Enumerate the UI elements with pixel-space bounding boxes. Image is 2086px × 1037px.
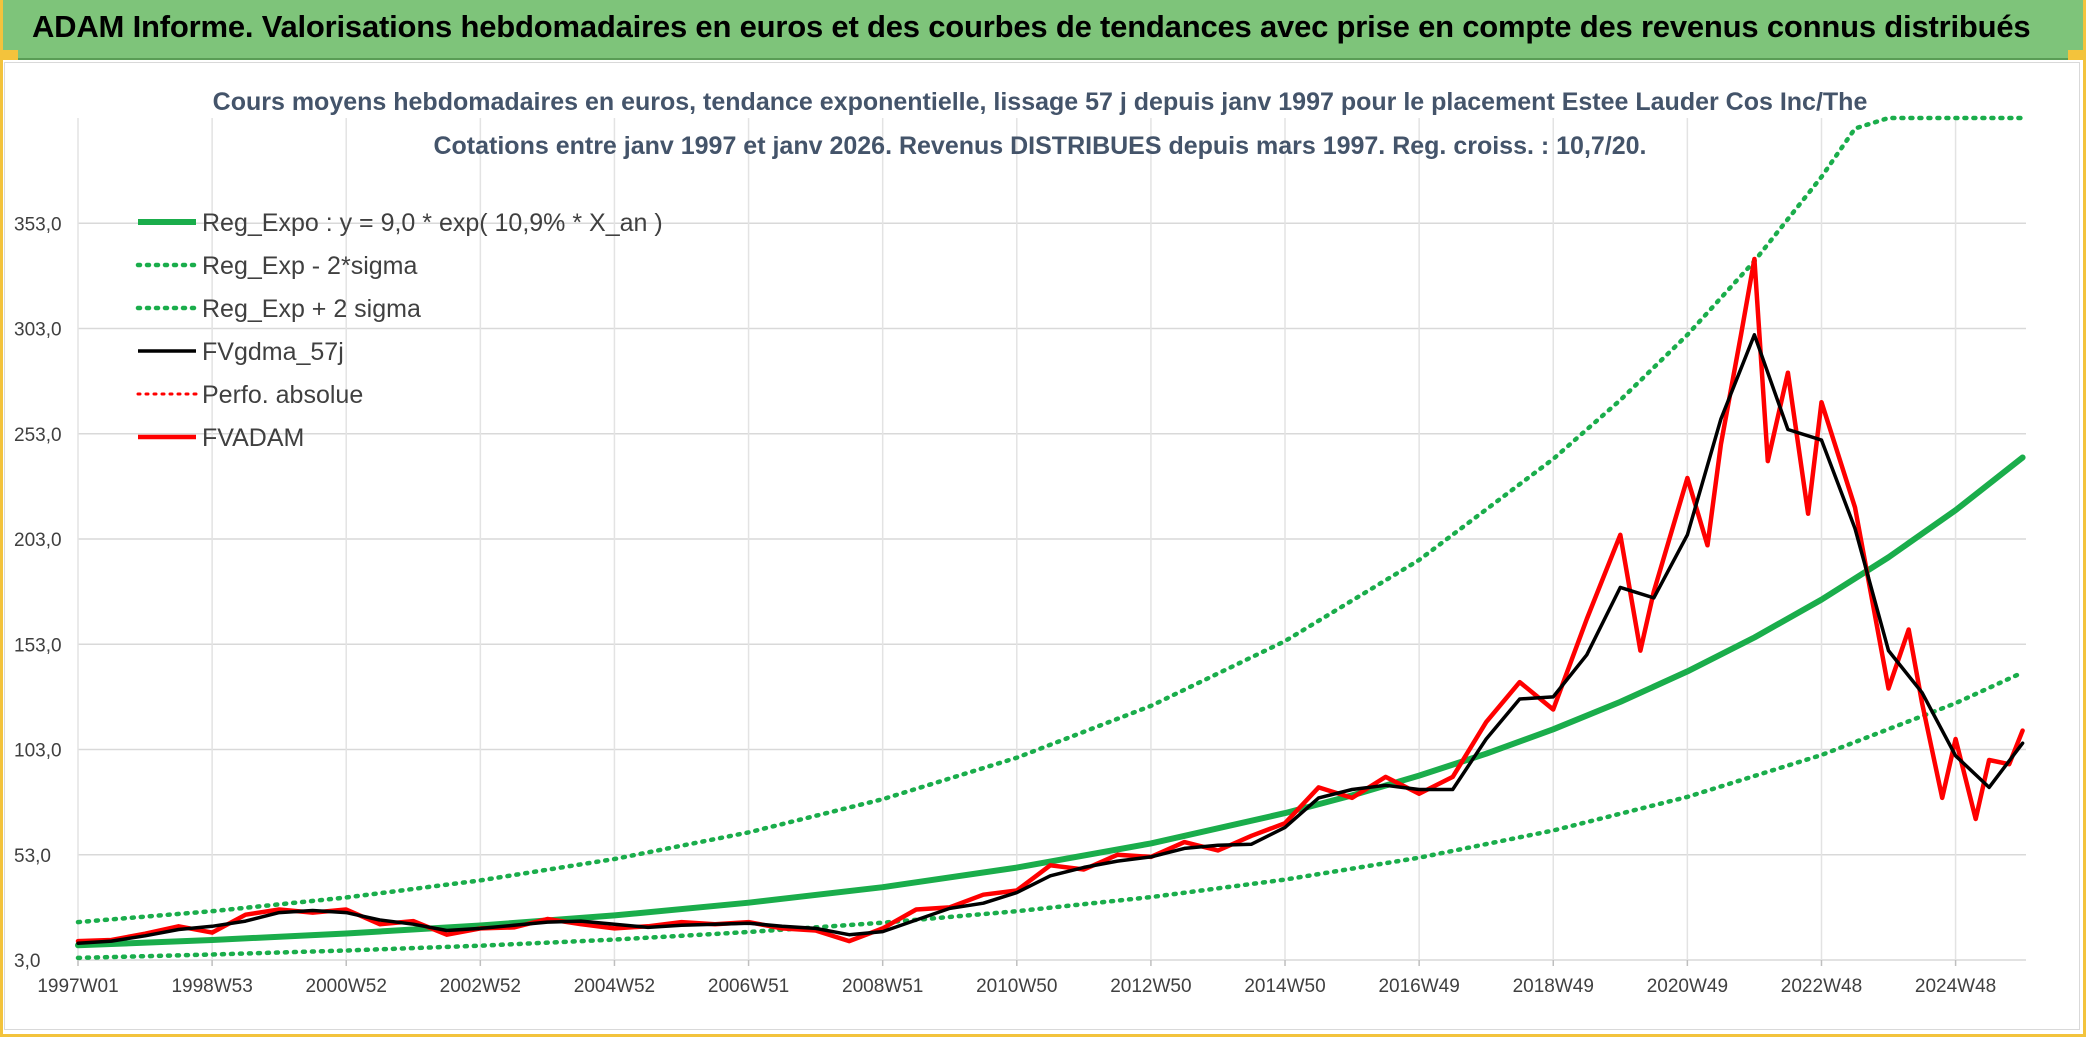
- legend-label-fvadam: FVADAM: [202, 424, 304, 452]
- x-tick-label: 2002W52: [440, 976, 521, 997]
- x-tick-label: 2000W52: [306, 976, 387, 997]
- x-tick-label: 1997W01: [37, 976, 118, 997]
- y-axis-ticks: 3,0 53,0 103,0 153,0 203,0 253,0 303,0 353,0: [14, 214, 62, 972]
- x-tick-label: 2010W50: [976, 976, 1057, 997]
- series-layer: [75, 115, 2026, 961]
- x-tick-label: 2012W50: [1110, 976, 1191, 997]
- x-tick-label: 2008W51: [842, 976, 923, 997]
- legend-label-reg_minus: Reg_Exp - 2*sigma: [202, 252, 417, 280]
- x-tick-label: 2004W52: [574, 976, 655, 997]
- series-line-reg-exp-2-sigma: [75, 115, 2025, 925]
- legend-label-reg_expo: Reg_Expo : y = 9,0 * exp( 10,9% * X_an ): [202, 209, 663, 237]
- x-tick-label: 2006W51: [708, 976, 789, 997]
- x-tick-label: 2020W49: [1647, 976, 1728, 997]
- y-tick-label: 3,0: [14, 951, 40, 972]
- x-tick-label: 2024W48: [1915, 976, 1996, 997]
- page-title: ADAM Informe. Valorisations hebdomadaire…: [32, 9, 2031, 44]
- y-tick-label: 103,0: [14, 741, 62, 762]
- grid: [77, 118, 2026, 961]
- y-tick-label: 303,0: [14, 320, 62, 341]
- x-tick-label: 2014W50: [1244, 976, 1325, 997]
- series-line-fvgdma-57j: [76, 333, 2025, 945]
- title-banner: ADAM Informe. Valorisations hebdomadaire…: [0, 0, 2086, 60]
- x-tick-label: 2016W49: [1378, 976, 1459, 997]
- corner-accent-right: [2068, 50, 2086, 60]
- series-line-reg-expo-y-9-0-exp-10-9-: [75, 454, 2026, 949]
- corner-accent-left: [0, 50, 18, 60]
- chart-frame: [4, 62, 2080, 1030]
- legend-label-reg_plus: Reg_Exp + 2 sigma: [202, 295, 421, 323]
- legend-label-perfo: Perfo. absolue: [202, 381, 363, 409]
- legend: Reg_Expo : y = 9,0 * exp( 10,9% * X_an )…: [135, 209, 663, 452]
- chart-subtitle: Cotations entre janv 1997 et janv 2026. …: [433, 132, 1646, 160]
- x-axis-ticks: 1997W01 1998W53 2000W52 2002W52 2004W52 2006W…: [37, 960, 1996, 997]
- y-tick-label: 353,0: [14, 214, 62, 235]
- y-tick-label: 203,0: [14, 530, 62, 551]
- series-line-fvadam: [75, 256, 2025, 944]
- x-tick-label: 2022W48: [1781, 976, 1862, 997]
- legend-label-fvgdma: FVgdma_57j: [202, 338, 344, 366]
- x-tick-label: 2018W49: [1513, 976, 1594, 997]
- chart-title: Cours moyens hebdomadaires en euros, ten…: [213, 88, 1868, 116]
- y-tick-label: 53,0: [14, 846, 51, 867]
- x-tick-label: 1998W53: [171, 976, 252, 997]
- series-line-reg-exp-2-sigma: [75, 670, 2025, 961]
- y-tick-label: 153,0: [14, 635, 62, 656]
- y-tick-label: 253,0: [14, 425, 62, 446]
